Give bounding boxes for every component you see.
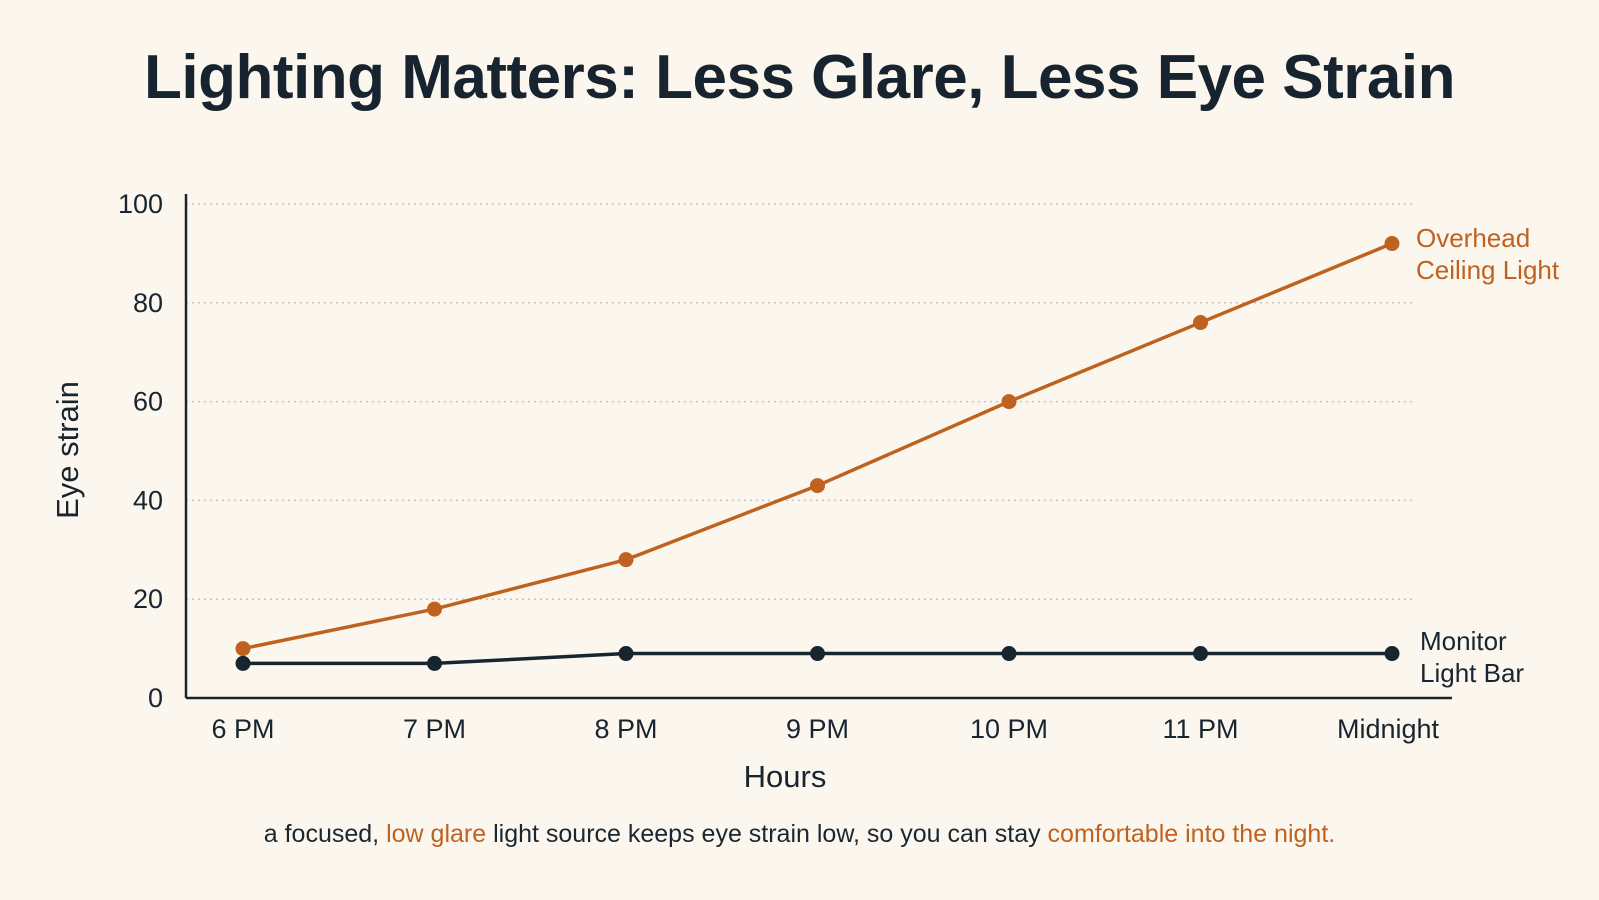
y-tick-label: 100 (118, 189, 163, 219)
y-tick-label: 40 (133, 485, 163, 515)
y-tick-label: 80 (133, 288, 163, 318)
labels: 0 20 40 60 80 100 6 PM 7 PM 8 PM 9 PM 10 PM 11 PM Mi… (50, 189, 1560, 794)
y-tick-label: 20 (133, 584, 163, 614)
series-label-0: Overhead (1416, 223, 1530, 253)
x-tick-label: 6 PM (211, 714, 274, 744)
data-point (810, 478, 825, 494)
series-label-0: Ceiling Light (1416, 255, 1560, 285)
series-label-1: Light Bar (1420, 658, 1524, 688)
caption-text-1: a focused, (263, 820, 387, 848)
grid-lines (186, 203, 1415, 600)
chart-caption: a focused, low glare light source keeps … (0, 820, 1599, 849)
data-point (427, 601, 442, 617)
x-tick-label: 7 PM (403, 714, 466, 744)
data-point (1193, 315, 1208, 331)
line-chart: 0 20 40 60 80 100 6 PM 7 PM 8 PM 9 PM 10 PM 11 PM Mi… (50, 189, 1560, 794)
data-point (618, 646, 634, 662)
data-point (235, 655, 251, 671)
data-point (1384, 646, 1400, 662)
data-point (810, 646, 825, 662)
data-point (1384, 236, 1400, 252)
data-point (427, 655, 442, 671)
x-tick-label: Midnight (1337, 714, 1440, 744)
series-label-1: Monitor (1420, 626, 1507, 656)
data-point (1001, 646, 1017, 662)
chart-title: Lighting Matters: Less Glare, Less Eye S… (144, 43, 1455, 112)
series-line-0 (242, 241, 1393, 651)
caption-highlight-2: comfortable into the night. (1047, 820, 1336, 848)
x-tick-label: 11 PM (1162, 714, 1238, 744)
x-axis-label: Hours (744, 759, 827, 794)
x-tick-label: 9 PM (786, 714, 849, 744)
data-point (235, 641, 251, 657)
caption-highlight-1: low glare (386, 820, 487, 848)
x-tick-label: 10 PM (970, 714, 1048, 744)
y-tick-label: 0 (148, 683, 163, 713)
series-group (235, 236, 1400, 671)
y-tick-label: 60 (133, 387, 163, 417)
axes (184, 194, 1452, 700)
x-tick-label: 8 PM (594, 714, 657, 744)
y-axis-label: Eye strain (50, 381, 85, 519)
caption-text-2: light source keeps eye strain low, so yo… (486, 820, 1048, 848)
data-point (1001, 394, 1017, 410)
data-point (618, 552, 634, 568)
data-point (1193, 646, 1208, 662)
